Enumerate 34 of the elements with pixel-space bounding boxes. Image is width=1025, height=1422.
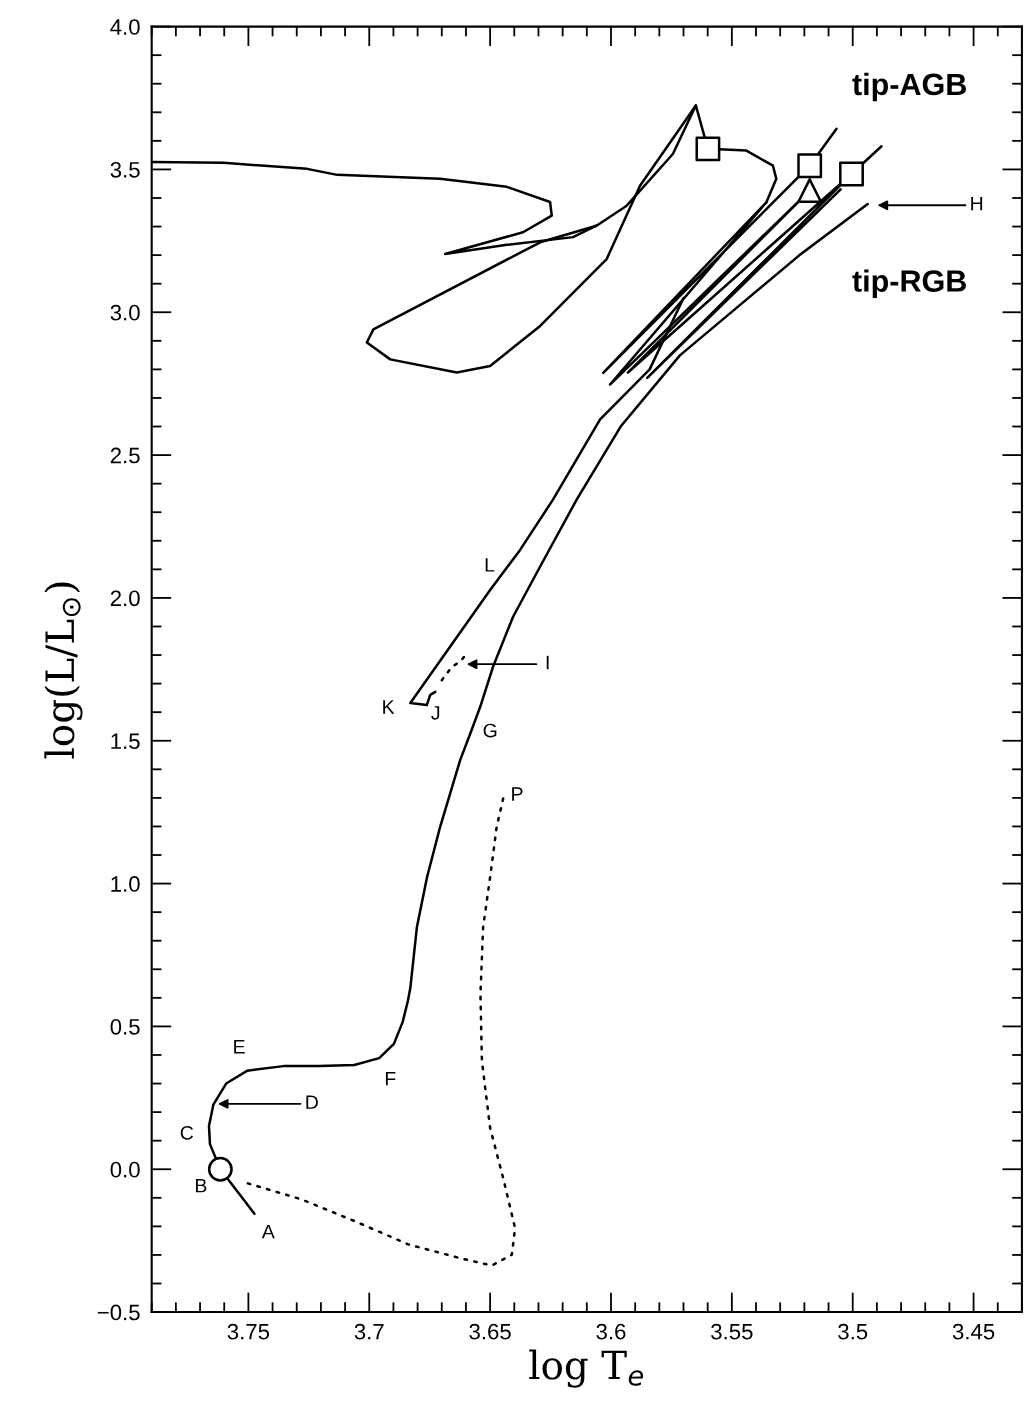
y-tick-label: 0.5	[110, 1018, 140, 1035]
y-tick-label: 0.0	[110, 1161, 140, 1178]
y-tick-label: 1.5	[111, 733, 140, 750]
annotation: P	[512, 787, 523, 801]
annotation: F	[385, 1072, 396, 1086]
x-tick-label: 3.6	[596, 1323, 626, 1340]
annotation: E	[234, 1040, 245, 1054]
x-axis-title: log T$_{e}$	[529, 1349, 644, 1388]
annotation: tip-RGB	[852, 269, 966, 298]
x-tick-label: 3.45	[952, 1323, 995, 1340]
y-tick-label: 3.5	[110, 161, 140, 178]
annotation: J	[431, 706, 440, 720]
x-tick-label: 3.65	[469, 1323, 511, 1340]
y-axis-title: log(L/L$_{⊙}$)	[44, 582, 83, 759]
x-tick-label: 3.55	[711, 1323, 753, 1340]
annotation: I	[546, 655, 549, 670]
annotation: H	[971, 196, 983, 211]
annotation: A	[261, 1224, 275, 1239]
annotation: B	[196, 1178, 207, 1193]
y-tick-label: −0.5	[97, 1304, 140, 1321]
y-tick-label: 2.0	[110, 590, 140, 607]
x-tick-label: 3.75	[227, 1323, 270, 1340]
annotation: tip-AGB	[852, 72, 966, 102]
x-tick-label: 3.7	[354, 1323, 384, 1340]
annotation: K	[383, 700, 395, 714]
annotation: G	[483, 723, 497, 738]
x-tick-label: 3.5	[838, 1323, 868, 1340]
y-tick-label: 3.0	[110, 304, 140, 321]
annotation: D	[306, 1095, 318, 1109]
annotation: L	[485, 558, 495, 572]
y-tick-label: 4.0	[110, 19, 140, 35]
y-tick-label: 2.5	[110, 447, 140, 464]
y-tick-label: 1.0	[111, 876, 140, 892]
annotation: C	[180, 1125, 194, 1140]
